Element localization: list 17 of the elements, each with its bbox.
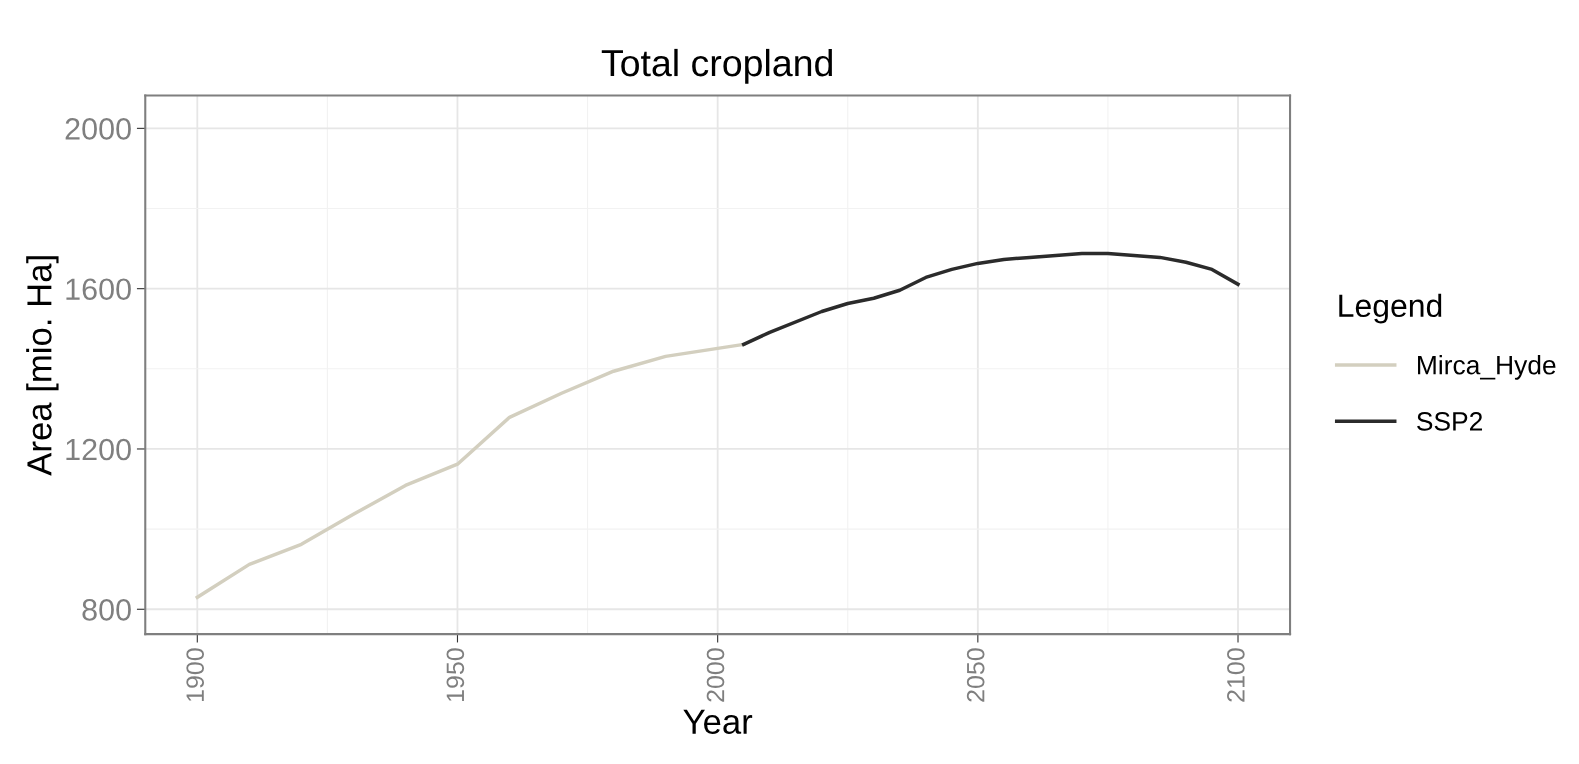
legend-title: Legend (1339, 293, 1442, 324)
y-tick-label: 2000 (65, 118, 131, 140)
x-axis-title: Year (683, 709, 753, 734)
y-axis-title: Area [mio. Ha] (26, 256, 59, 476)
x-tick-label: 1900 (186, 648, 205, 702)
y-tick-label: 1200 (66, 438, 131, 461)
line-series (195, 342, 746, 599)
x-tick-label: 2000 (706, 648, 725, 702)
legend-label: Mirca_Hyde (1418, 355, 1556, 380)
y-tick-label: 1600 (66, 278, 131, 301)
x-tick-label: 2100 (1227, 648, 1245, 702)
x-tick-label: 1950 (446, 648, 465, 702)
chart-title: Total cropland (601, 48, 832, 84)
x-tick-label: 2050 (966, 648, 985, 702)
line-series (741, 251, 1240, 347)
legend-label: SSP2 (1417, 412, 1483, 431)
y-tick-label: 800 (82, 599, 131, 621)
